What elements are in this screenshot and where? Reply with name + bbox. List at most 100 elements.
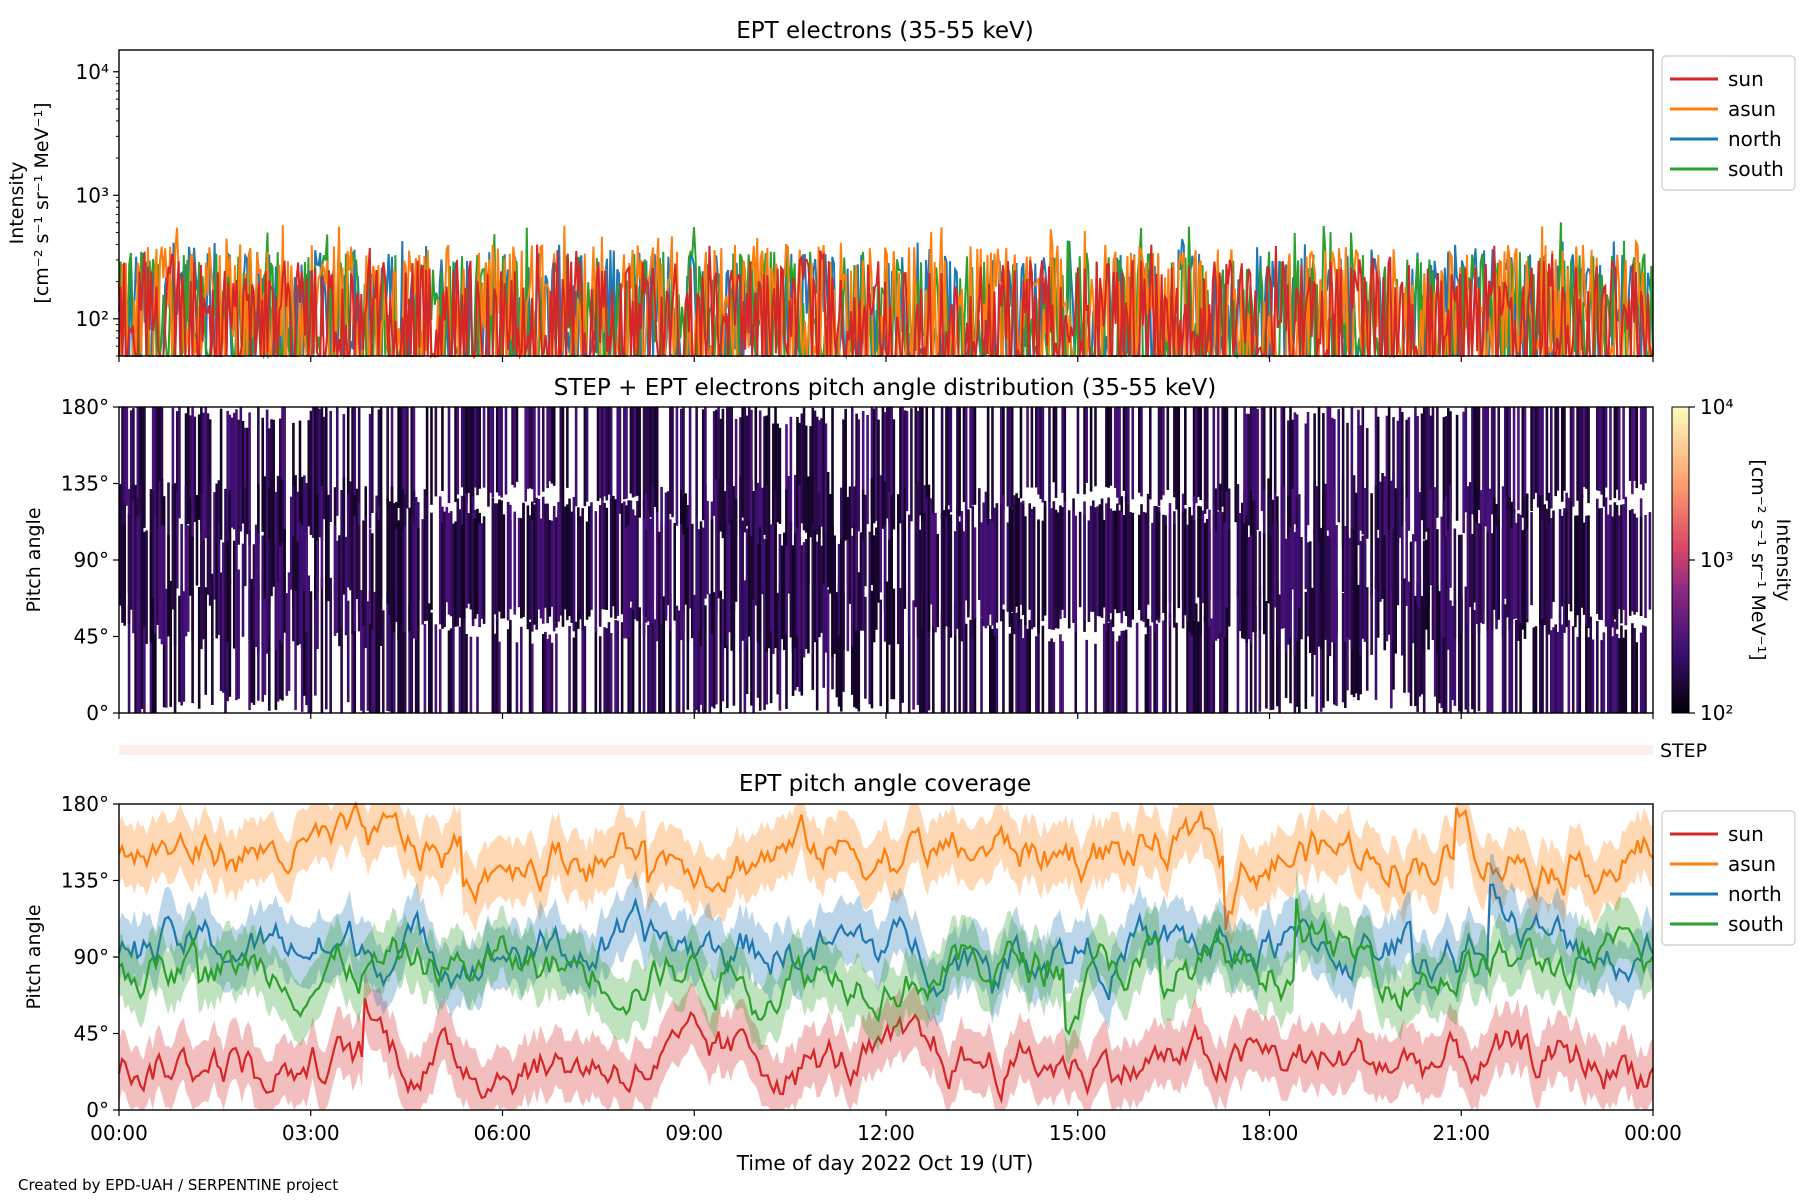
pad-cell — [1532, 407, 1536, 500]
pad-cell — [467, 513, 471, 604]
pad-cell — [1567, 620, 1571, 713]
pad-cell — [397, 520, 400, 641]
pad-cell — [980, 522, 983, 618]
pad-cell — [1249, 407, 1253, 509]
pad-cell — [982, 522, 986, 627]
pad-cell — [949, 514, 953, 638]
pad-cell — [1041, 407, 1045, 503]
pad-cell — [1271, 597, 1275, 710]
pad-cell — [303, 581, 306, 696]
pad-cell — [401, 532, 405, 632]
pad-cell — [1440, 580, 1444, 708]
pad-cell — [1390, 480, 1393, 589]
pad-cell — [1370, 546, 1373, 655]
pad-cell — [644, 407, 648, 519]
pad-cell — [1192, 618, 1196, 713]
pad-cell — [1109, 407, 1113, 486]
pad-cell — [870, 407, 874, 519]
pad-cell — [1050, 638, 1053, 713]
pad-cell — [454, 407, 457, 502]
pad-cell — [167, 534, 170, 637]
pad-cell — [395, 528, 398, 623]
pad-cell — [1328, 407, 1332, 544]
pad-cell — [1578, 501, 1582, 624]
pad-cell — [151, 490, 155, 598]
pad-cell — [695, 407, 698, 518]
pad-cell — [397, 598, 400, 713]
pad-cell — [561, 503, 565, 627]
pad-cell — [232, 540, 236, 649]
pad-cell — [1519, 514, 1522, 624]
pad-cell — [1523, 407, 1527, 502]
pad-cell — [776, 592, 780, 695]
pad-cell — [368, 529, 372, 624]
pad-cell — [474, 407, 477, 488]
pad-cell — [872, 535, 876, 643]
pad-cell — [1532, 627, 1536, 713]
pad-cell — [1177, 407, 1181, 517]
pad-cell — [666, 491, 670, 606]
pad-cell — [967, 510, 970, 618]
pad-cell — [1142, 511, 1145, 616]
pad-cell — [1223, 522, 1227, 638]
pad-cell — [303, 475, 306, 591]
pad-cell — [750, 409, 753, 533]
pad-cell — [335, 540, 339, 633]
pad-cell — [936, 533, 939, 628]
pad-cell — [1116, 641, 1119, 713]
pad-cell — [1635, 407, 1639, 489]
pad-cell — [1464, 407, 1468, 513]
pad-cell — [669, 593, 672, 713]
pad-cell — [1635, 642, 1639, 713]
pad-cell — [165, 588, 168, 708]
pad-cell — [651, 407, 655, 503]
pad-cell — [1442, 601, 1446, 713]
legend-label-sun: sun — [1728, 67, 1764, 91]
pad-cell — [1374, 485, 1378, 589]
pad-cell — [1113, 511, 1117, 610]
pad-cell — [186, 525, 190, 632]
pad-cell — [807, 525, 810, 654]
pad-cell — [458, 509, 462, 618]
pad-cell — [1582, 407, 1586, 488]
pad-cell — [515, 407, 519, 482]
pad-cell — [734, 499, 738, 602]
intensity-y-tick-label: 10² — [76, 307, 109, 331]
pad-cell — [701, 527, 705, 629]
pad-cell — [835, 592, 839, 698]
pad-cell — [1600, 640, 1603, 713]
pad-cell — [261, 535, 265, 648]
pad-cell — [445, 506, 449, 603]
pad-cell — [412, 407, 416, 521]
intensity-title: EPT electrons (35-55 keV) — [736, 18, 1033, 44]
pad-cell — [371, 407, 374, 513]
pad-cell — [1348, 537, 1351, 640]
pad-cell — [1508, 619, 1511, 713]
pad-cell — [314, 487, 317, 600]
pad-cell — [1420, 413, 1424, 521]
pad-cell — [785, 584, 788, 709]
pad-cell — [701, 588, 705, 713]
pad-cell — [1225, 491, 1229, 608]
pad-cell — [173, 527, 177, 646]
pad-cell — [491, 619, 495, 713]
pad-cell — [522, 502, 525, 617]
pad-cell — [401, 407, 405, 524]
pad-cell — [1545, 407, 1549, 501]
pad-cell — [750, 479, 753, 589]
pad-cell — [224, 488, 227, 594]
pad-cell — [441, 407, 444, 491]
pad-cell — [1205, 407, 1209, 510]
pad-cell — [927, 525, 931, 632]
pad-cell — [800, 413, 804, 524]
pad-cell — [570, 511, 574, 623]
pad-cell — [495, 619, 499, 713]
pad-cell — [868, 531, 872, 647]
pad-y-tick-label: 45° — [74, 625, 109, 649]
pad-cell — [601, 502, 604, 610]
pad-cell — [596, 407, 600, 501]
pad-cell — [1617, 515, 1621, 610]
pad-cell — [1306, 412, 1310, 526]
pad-cell — [1460, 596, 1463, 713]
coverage-ylabel: Pitch angle — [23, 904, 45, 1009]
